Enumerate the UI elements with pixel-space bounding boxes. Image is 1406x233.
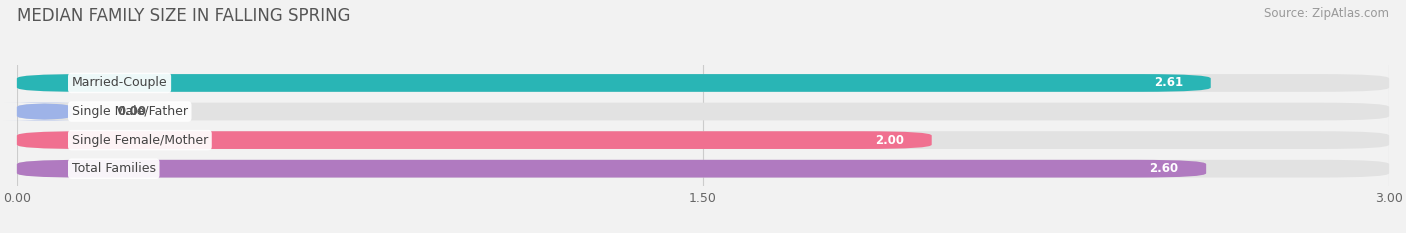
Text: Single Female/Mother: Single Female/Mother <box>72 134 208 147</box>
Text: Single Male/Father: Single Male/Father <box>72 105 188 118</box>
Text: Total Families: Total Families <box>72 162 156 175</box>
FancyBboxPatch shape <box>17 74 1389 92</box>
Text: Married-Couple: Married-Couple <box>72 76 167 89</box>
FancyBboxPatch shape <box>17 103 1389 120</box>
Text: 2.60: 2.60 <box>1150 162 1178 175</box>
FancyBboxPatch shape <box>17 131 932 149</box>
FancyBboxPatch shape <box>17 131 1389 149</box>
FancyBboxPatch shape <box>17 160 1389 178</box>
Text: MEDIAN FAMILY SIZE IN FALLING SPRING: MEDIAN FAMILY SIZE IN FALLING SPRING <box>17 7 350 25</box>
Text: Source: ZipAtlas.com: Source: ZipAtlas.com <box>1264 7 1389 20</box>
FancyBboxPatch shape <box>17 74 1211 92</box>
Text: 2.61: 2.61 <box>1154 76 1184 89</box>
Text: 0.00: 0.00 <box>118 105 146 118</box>
Text: 2.00: 2.00 <box>876 134 904 147</box>
FancyBboxPatch shape <box>3 103 86 120</box>
FancyBboxPatch shape <box>17 160 1206 178</box>
